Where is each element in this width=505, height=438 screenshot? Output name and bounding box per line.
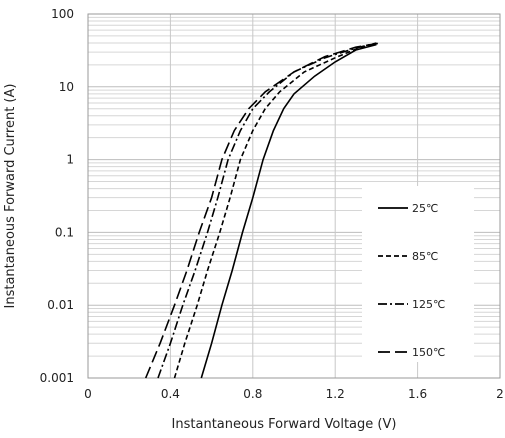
series-line-2 [173, 43, 377, 379]
x-tick-label: 1.6 [408, 387, 427, 401]
x-tick-label: 2 [496, 387, 504, 401]
plot-frame [87, 13, 501, 379]
y-tick-label: 10 [59, 80, 74, 94]
series-layer [144, 42, 381, 379]
series-line-4 [144, 42, 381, 379]
y-tick-labels: 0.001 0.01 0.1 1 10 100 [40, 7, 74, 385]
y-tick-label: 100 [51, 7, 74, 21]
series-line-3 [157, 42, 377, 379]
y-tick-label: 1 [66, 153, 74, 167]
x-tick-label: 1.2 [326, 387, 345, 401]
legend-label-4: 150℃ [412, 346, 445, 359]
series-line-1 [200, 43, 377, 379]
y-tick-label: 0.001 [40, 371, 74, 385]
x-axis-label: Instantaneous Forward Voltage (V) [172, 417, 397, 432]
legend-label-3: 125℃ [412, 298, 445, 311]
legend-label-2: 85℃ [412, 250, 438, 263]
y-axis-label: Instantaneous Forward Current (A) [3, 84, 18, 309]
legend: 25℃ 85℃ 125℃ 150℃ [362, 186, 474, 362]
x-tick-label: 0.8 [243, 387, 262, 401]
x-tick-label: 0 [84, 387, 92, 401]
y-tick-label: 0.01 [47, 298, 74, 312]
y-tick-label: 0.1 [55, 225, 74, 239]
x-tick-labels: 0 0.4 0.8 1.2 1.6 2 [84, 387, 504, 401]
x-tick-label: 0.4 [161, 387, 180, 401]
legend-label-1: 25℃ [412, 202, 438, 215]
legend-box [362, 186, 474, 362]
